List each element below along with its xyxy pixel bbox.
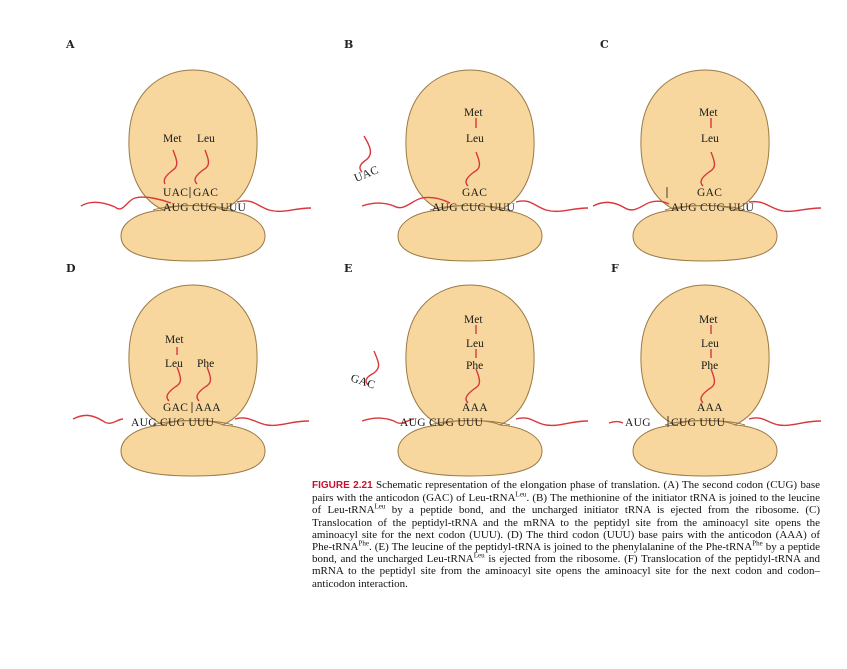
caption-sup-1: Leu [515,490,527,499]
caption-sup-3: Phe [358,539,369,548]
aa-label-leu: Leu [165,358,183,370]
panel-letter-f: F [611,262,619,275]
aa-label-phe: Phe [701,360,718,372]
caption-text-5: by a peptide bond, and the uncharged Leu… [312,541,820,566]
panel-c: Met Leu GAC AUG CUG UUU C [592,38,822,262]
mrna-codon-exited: AUG [625,417,651,429]
mrna-codons: AUG CUG UUU [131,417,215,429]
mrna-strand [592,200,822,213]
mrna-codons: AUG CUG UUU [671,202,755,214]
panel-d: Met Leu Phe GAC AAA AUG CUG UUU D [66,262,310,477]
aa-label-met: Met [464,314,483,326]
mrna-codons: AUG CUG UUU [432,202,516,214]
trna-ejected [365,350,380,386]
anticodon-uac: UAC [163,187,188,199]
panel-a: Met Leu UAC GAC AUG CUG UUU A [65,38,312,262]
aa-label-phe: Phe [466,360,483,372]
panel-letter-b: B [344,38,353,51]
panel-e: Met Leu Phe GAC AAA AUG CUG UUU E [344,262,589,477]
caption-sup-2: Leu [374,502,386,511]
mrna-strand [72,414,310,427]
mrna-strand [361,417,589,427]
anticodon-gac: GAC [193,187,218,199]
caption-text-2: . (B) The methionine of the initiator tR… [312,492,820,517]
ribosome [632,69,778,262]
aa-label-met: Met [699,314,718,326]
caption-sup-4: Phe [752,539,763,548]
mrna-codons: AUG CUG UUU [400,417,484,429]
caption-text-1: Schematic representation of the elongati… [312,479,820,505]
mrna-codons: AUG CUG UUU [163,202,247,214]
ejected-anticodon: UAC [353,164,381,185]
trna-ejected [359,135,372,173]
panel-letter-e: E [344,262,352,275]
mrna-strand [608,417,822,427]
panel-letter-c: C [600,38,609,51]
aa-label-met: Met [163,133,182,145]
ribosome [120,69,266,262]
trna-met [163,149,178,185]
panel-letter-a: A [65,38,75,51]
figure-caption: FIGURE 2.21 Schematic representation of … [312,479,820,590]
aa-label-met: Met [165,334,184,346]
anticodon-aaa: AAA [195,402,221,414]
aa-label-met: Met [699,107,718,119]
trna-phe [700,368,716,404]
ejected-anticodon: GAC [349,372,377,391]
mrna-codons: CUG UUU [671,417,726,429]
anticodon-gac: GAC [697,187,722,199]
anticodon-aaa: AAA [462,402,488,414]
panel-b: Met Leu UAC GAC AUG CUG UUU B [344,38,589,262]
trna-phe [465,368,481,404]
aa-label-leu: Leu [197,133,215,145]
trna-leu [166,366,182,402]
aa-label-leu: Leu [701,133,719,145]
caption-text-4: . (E) The leucine of the peptidyl-tRNA i… [368,541,753,554]
panel-f: Met Leu Phe AAA AUG CUG UUU F [608,262,822,477]
trna-leu [465,151,481,187]
trna-leu [194,149,210,185]
caption-text-6: is ejected from the ribosome. (F) Transl… [312,553,820,590]
panel-letter-d: D [66,262,76,275]
anticodon-gac: GAC [462,187,487,199]
aa-label-phe: Phe [197,358,214,370]
aa-label-leu: Leu [466,338,484,350]
anticodon-gac: GAC [163,402,188,414]
mrna-strand [80,196,312,213]
trna-leu [700,151,716,187]
mrna-strand [361,196,589,213]
ribosome [397,69,543,262]
anticodon-aaa: AAA [697,402,723,414]
figure-label: FIGURE 2.21 [312,480,373,491]
trna-phe [196,366,212,402]
aa-label-leu: Leu [701,338,719,350]
caption-sup-5: Leu [473,551,485,560]
caption-text-3: by a peptide bond, and the uncharged ini… [312,504,820,554]
ribosome [120,284,266,477]
aa-label-leu: Leu [466,133,484,145]
aa-label-met: Met [464,107,483,119]
